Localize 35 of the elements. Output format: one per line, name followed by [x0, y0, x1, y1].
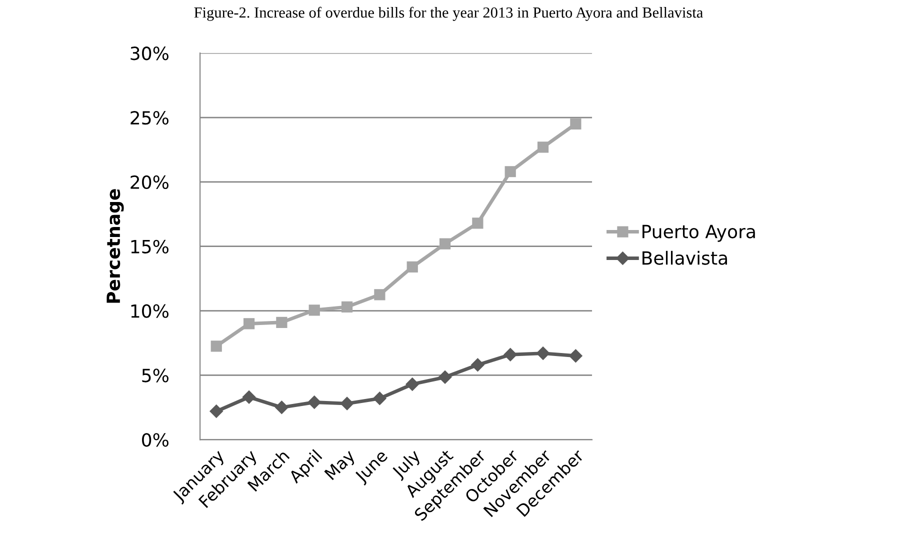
- point: [308, 304, 320, 316]
- point: [210, 404, 223, 418]
- y-tick-label: 20%: [130, 175, 168, 190]
- point: [242, 390, 256, 404]
- point: [373, 392, 386, 405]
- point: [569, 349, 582, 362]
- point: [374, 289, 386, 300]
- point: [472, 218, 484, 229]
- y-tick-label: 25%: [130, 110, 168, 125]
- y-tick-label: 15%: [131, 240, 168, 254]
- y-tick-label: 0%: [142, 433, 168, 447]
- y-tick-label: 5%: [142, 368, 168, 382]
- point: [276, 316, 288, 328]
- point: [439, 238, 451, 250]
- point: [210, 340, 222, 352]
- y-tick-label: 30%: [130, 46, 168, 60]
- point: [570, 118, 582, 130]
- y-tick-label: 10%: [131, 304, 168, 318]
- point: [406, 261, 418, 273]
- point: [308, 396, 321, 409]
- y-axis-title: Percetnage: [106, 189, 124, 303]
- point: [471, 358, 484, 372]
- point: [536, 346, 550, 360]
- point: [340, 396, 354, 410]
- point: [275, 400, 288, 414]
- legend-label: Puerto Ayora: [642, 224, 755, 242]
- chart-title: Figure-2. Increase of overdue bills for the year 2013 in Puerto Ayora and Bellavista: [194, 6, 703, 21]
- point: [438, 370, 452, 384]
- legend-label: Bellavista: [642, 250, 727, 265]
- point: [243, 318, 255, 330]
- point: [537, 142, 549, 153]
- point: [341, 301, 353, 312]
- point: [504, 348, 517, 362]
- point: [406, 378, 419, 391]
- point: [504, 166, 516, 178]
